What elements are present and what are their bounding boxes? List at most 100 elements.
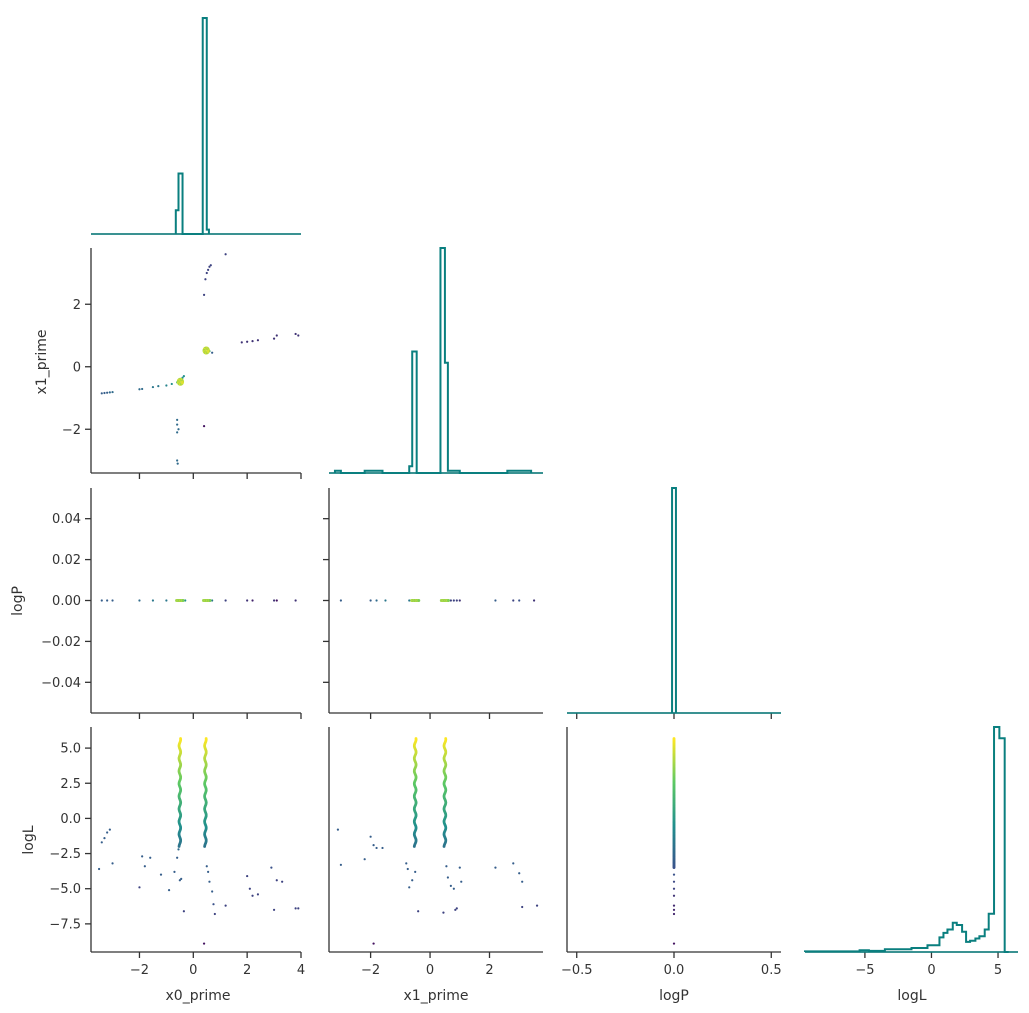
scatter-point — [672, 942, 676, 945]
panel-7: −2 0 2 4 5.0 2.5 0.0 −2.5 −5.0 −7.5 — [49, 727, 305, 978]
scatter-point — [180, 381, 184, 385]
scatter-point — [141, 855, 144, 858]
scatter-point — [672, 737, 676, 740]
scatter-point — [452, 599, 455, 602]
x-tick-label: 5 — [994, 963, 1002, 978]
scatter-point — [272, 337, 276, 340]
scatter-point — [211, 890, 214, 893]
scatter-point — [411, 879, 414, 882]
scatter-point — [256, 893, 260, 896]
scatter-point — [159, 873, 163, 876]
scatter-point — [176, 459, 179, 462]
scatter-point — [108, 828, 111, 831]
scatter-point — [417, 599, 421, 602]
scatter-point — [208, 880, 211, 883]
scatter-point — [406, 867, 409, 871]
scatter-point — [176, 856, 179, 859]
scatter-point — [452, 887, 455, 890]
x-tick-label: 4 — [297, 963, 305, 978]
axis-labels-group: x1_prime logP logL x0_prime x1_prime log… — [10, 330, 927, 1004]
scatter-point — [521, 880, 524, 883]
scatter-point — [176, 431, 179, 434]
scatter-point — [100, 392, 103, 395]
scatter-point — [138, 388, 141, 391]
scatter-point — [202, 425, 206, 428]
scatter-point — [246, 874, 249, 878]
scatter-point — [532, 599, 536, 602]
scatter-point — [251, 340, 254, 343]
scatter-point — [240, 341, 243, 344]
scatter-point — [209, 264, 212, 267]
scatter-point — [446, 599, 450, 602]
y-tick-label: 0 — [73, 360, 81, 375]
xlabel-logp: logP — [659, 988, 689, 1004]
scatter-point — [455, 599, 458, 602]
scatter-point — [460, 880, 463, 883]
scatter-point — [141, 387, 144, 391]
scatter-point — [208, 599, 212, 602]
scatter-point — [672, 887, 676, 890]
panel-6 — [567, 487, 781, 719]
ylabel-logl: logL — [21, 825, 37, 854]
scatter-point — [454, 908, 457, 911]
scatter-point — [384, 599, 387, 602]
scatter-point — [275, 334, 278, 337]
scatter-point — [202, 293, 206, 296]
scatter-point — [208, 265, 211, 268]
scatter-point — [270, 866, 273, 869]
scatter-point — [297, 907, 300, 910]
panel-5 — [323, 488, 543, 719]
scatter-point — [176, 418, 179, 421]
scatter-point — [512, 862, 515, 865]
scatter-point — [177, 428, 180, 431]
scatter-point — [204, 737, 208, 740]
scatter-point — [297, 334, 300, 337]
y-tick-label: 5.0 — [60, 742, 81, 757]
scatter-point — [111, 862, 114, 865]
y-tick-label: 2.5 — [60, 777, 81, 792]
panel-10: −5 0 5 — [804, 726, 1018, 978]
scatter-point — [180, 877, 183, 880]
x-tick-label: −0.5 — [561, 963, 593, 978]
scatter-point — [442, 911, 445, 914]
hist-step-line — [804, 726, 1009, 953]
hist-step-line — [671, 487, 677, 713]
scatter-point — [100, 599, 103, 602]
hist-step-line — [333, 247, 533, 474]
scatter-point — [205, 271, 208, 275]
scatter-point — [224, 599, 227, 602]
x-tick-label: 2 — [485, 963, 493, 978]
scatter-point — [182, 375, 185, 378]
scatter-point — [256, 339, 260, 342]
xlabel-x0-prime: x0_prime — [166, 988, 231, 1004]
scatter-point — [181, 599, 185, 602]
y-tick-label: 0.0 — [60, 812, 81, 827]
y-tick-label: −2 — [62, 423, 81, 438]
x-tick-label: −2 — [130, 963, 149, 978]
scatter-point — [449, 599, 452, 602]
scatter-point — [535, 904, 539, 907]
scatter-point — [138, 599, 141, 602]
scatter-point — [173, 870, 176, 873]
scatter-point — [106, 831, 109, 834]
panel-2: −2 0 2 — [62, 248, 302, 479]
hist-step-line — [174, 17, 210, 235]
scatter-point — [294, 907, 297, 910]
scatter-point — [375, 599, 378, 602]
scatter-point — [100, 841, 103, 844]
scatter-point — [138, 886, 141, 889]
scatter-point — [369, 835, 372, 838]
scatter-point — [369, 599, 372, 602]
scatter-point — [111, 390, 114, 394]
scatter-point — [184, 599, 187, 602]
scatter-point — [294, 599, 297, 602]
scatter-point — [408, 886, 411, 889]
scatter-point — [518, 599, 521, 602]
scatter-point — [167, 889, 171, 892]
ylabel-logp: logP — [10, 586, 26, 616]
scatter-point — [518, 872, 521, 875]
x-tick-label: 0 — [426, 963, 434, 978]
y-tick-label: −2.5 — [49, 847, 81, 862]
scatter-point — [672, 908, 676, 911]
